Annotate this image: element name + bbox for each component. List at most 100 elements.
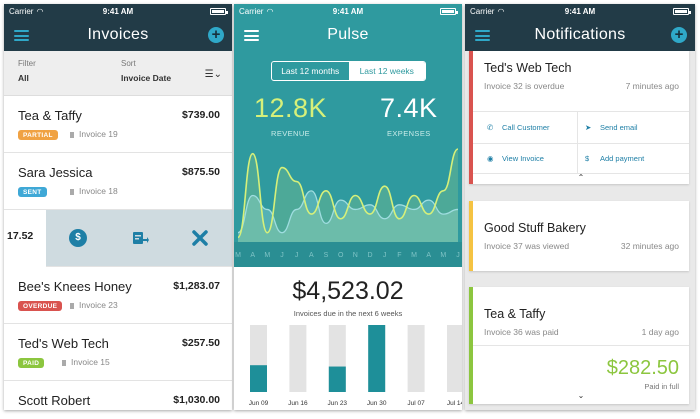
client-name: Ted's Web Tech (18, 336, 109, 351)
client-name: Tea & Taffy (18, 108, 82, 123)
invoice-row[interactable]: Scott Robert $1,030.00 (4, 381, 232, 410)
send-invoice-icon[interactable] (131, 229, 149, 247)
notification-title: Good Stuff Bakery (484, 221, 586, 235)
document-icon (70, 132, 74, 138)
nav-bar: Invoices + (4, 20, 232, 51)
bar-label: Jul 14 (447, 400, 462, 407)
invoice-number: Invoice 18 (79, 186, 118, 196)
revenue-value: 12.8K (254, 93, 328, 123)
x-tick-label: F (397, 252, 401, 259)
notification-list: Ted's Web Tech Invoice 32 is overdue 7 m… (465, 51, 695, 410)
due-label: Invoices due in the next 6 weeks (293, 309, 403, 318)
sort-order-icon[interactable]: ☰⌄ (204, 69, 222, 80)
x-tick-label: A (426, 252, 431, 259)
send-icon: ➤ (585, 123, 592, 132)
x-tick-label: J (383, 252, 387, 259)
x-tick-label: M (440, 252, 446, 259)
notification-card[interactable]: Ted's Web Tech Invoice 32 is overdue 7 m… (469, 51, 689, 184)
notification-time: 32 minutes ago (620, 241, 679, 251)
x-tick-label: J (456, 252, 460, 259)
nav-bar: Notifications + (465, 20, 695, 51)
notification-time: 1 day ago (641, 327, 679, 337)
swiped-amount: 17.52 (7, 230, 34, 242)
battery-icon (673, 8, 691, 15)
add-icon[interactable]: + (208, 27, 224, 43)
menu-icon[interactable] (14, 30, 29, 41)
x-tick-label: N (353, 252, 358, 259)
delete-x-icon[interactable] (191, 229, 209, 247)
filter-value[interactable]: All (18, 73, 29, 83)
client-name: Scott Robert (18, 393, 91, 408)
due-bar-chart: Jun 09 Jun 16 Jun 23 Jun 30 Jul 07 Jul 14 (249, 325, 462, 407)
bar-track (289, 325, 307, 392)
nav-bar: Pulse (234, 20, 462, 51)
battery-icon (210, 8, 228, 15)
document-icon (70, 303, 74, 309)
revenue-area (238, 149, 458, 242)
chevron-up-icon[interactable]: ⌃ (577, 173, 585, 182)
pulse-screen: Carrier ◠ 9:41 AM Pulse Last 12 months La… (234, 4, 462, 410)
bar-label: Jun 23 (328, 400, 348, 407)
bar (250, 365, 267, 392)
status-bar: Carrier ◠ 9:41 AM (4, 4, 232, 20)
invoice-number: Invoice 23 (79, 300, 118, 310)
page-title: Invoices (87, 26, 149, 43)
document-icon (62, 360, 66, 366)
invoice-number: Invoice 15 (71, 357, 110, 367)
add-payment-button[interactable]: $ Add payment (585, 154, 645, 163)
status-time: 9:41 AM (102, 7, 134, 16)
due-amount: $4,523.02 (292, 277, 404, 305)
invoice-row[interactable]: Tea & Taffy $739.00 PARTIAL Invoice 19 (4, 96, 232, 153)
paid-label: Paid in full (644, 382, 679, 391)
invoice-amount: $257.50 (182, 337, 220, 349)
menu-icon[interactable] (475, 30, 490, 41)
dollar-icon: $ (585, 154, 590, 163)
invoices-screen: Carrier ◠ 9:41 AM Invoices + Filter All S… (4, 4, 232, 410)
notification-subtitle: Invoice 32 is overdue (484, 81, 565, 91)
notification-card[interactable]: Good Stuff Bakery Invoice 37 was viewed … (469, 201, 689, 271)
status-badge: PARTIAL (18, 130, 58, 140)
add-icon[interactable]: + (671, 27, 687, 43)
invoice-amount: $1,283.07 (173, 280, 220, 292)
notification-title: Ted's Web Tech (484, 61, 572, 75)
invoice-row[interactable]: Sara Jessica $875.50 SENT Invoice 18 (4, 153, 232, 210)
invoices-due: $4,523.02 Invoices due in the next 6 wee… (234, 267, 462, 410)
x-tick-label: A (250, 252, 255, 259)
sort-label: Sort (121, 59, 136, 68)
invoice-row[interactable]: Ted's Web Tech $257.50 PAID Invoice 15 (4, 324, 232, 381)
x-tick-label: J (295, 252, 299, 259)
client-name: Bee's Knees Honey (18, 279, 132, 294)
status-time: 9:41 AM (564, 7, 596, 16)
menu-icon[interactable] (244, 30, 259, 41)
sort-value[interactable]: Invoice Date (121, 73, 172, 83)
x-tick-label: S (324, 252, 329, 259)
x-tick-label: M (235, 252, 241, 259)
swiped-invoice-row[interactable]: 17.52 $ (4, 210, 232, 267)
bar-label: Jun 09 (249, 400, 269, 407)
chevron-down-icon[interactable]: ⌄ (577, 391, 585, 400)
x-tick-label: M (411, 252, 417, 259)
phone-icon: ✆ (487, 123, 494, 132)
carrier-label: Carrier (470, 7, 495, 16)
filter-label: Filter (18, 59, 36, 68)
invoice-row[interactable]: Bee's Knees Honey $1,283.07 OVERDUE Invo… (4, 267, 232, 324)
status-badge: SENT (18, 187, 47, 197)
bar (368, 325, 386, 392)
segment-12-months[interactable]: Last 12 months (281, 66, 340, 76)
carrier-label: Carrier (239, 7, 264, 16)
x-tick-label: J (280, 252, 284, 259)
revenue-line (237, 148, 459, 239)
page-title: Pulse (327, 26, 369, 43)
send-email-button[interactable]: ➤ Send email (585, 123, 638, 132)
call-customer-button[interactable]: ✆ Call Customer (487, 123, 550, 132)
segment-12-weeks[interactable]: Last 12 weeks (348, 62, 425, 80)
bar-label: Jun 16 (288, 400, 308, 407)
status-bar: Carrier ◠ 9:41 AM (465, 4, 695, 20)
dollar-icon[interactable]: $ (69, 229, 87, 247)
invoice-amount: $739.00 (182, 109, 220, 121)
notification-title: Tea & Taffy (484, 307, 546, 321)
x-tick-label: A (309, 252, 314, 259)
notification-card[interactable]: Tea & Taffy Invoice 36 was paid 1 day ag… (469, 287, 689, 404)
view-invoice-button[interactable]: ◉ View Invoice (487, 154, 544, 163)
status-badge: OVERDUE (18, 301, 63, 311)
